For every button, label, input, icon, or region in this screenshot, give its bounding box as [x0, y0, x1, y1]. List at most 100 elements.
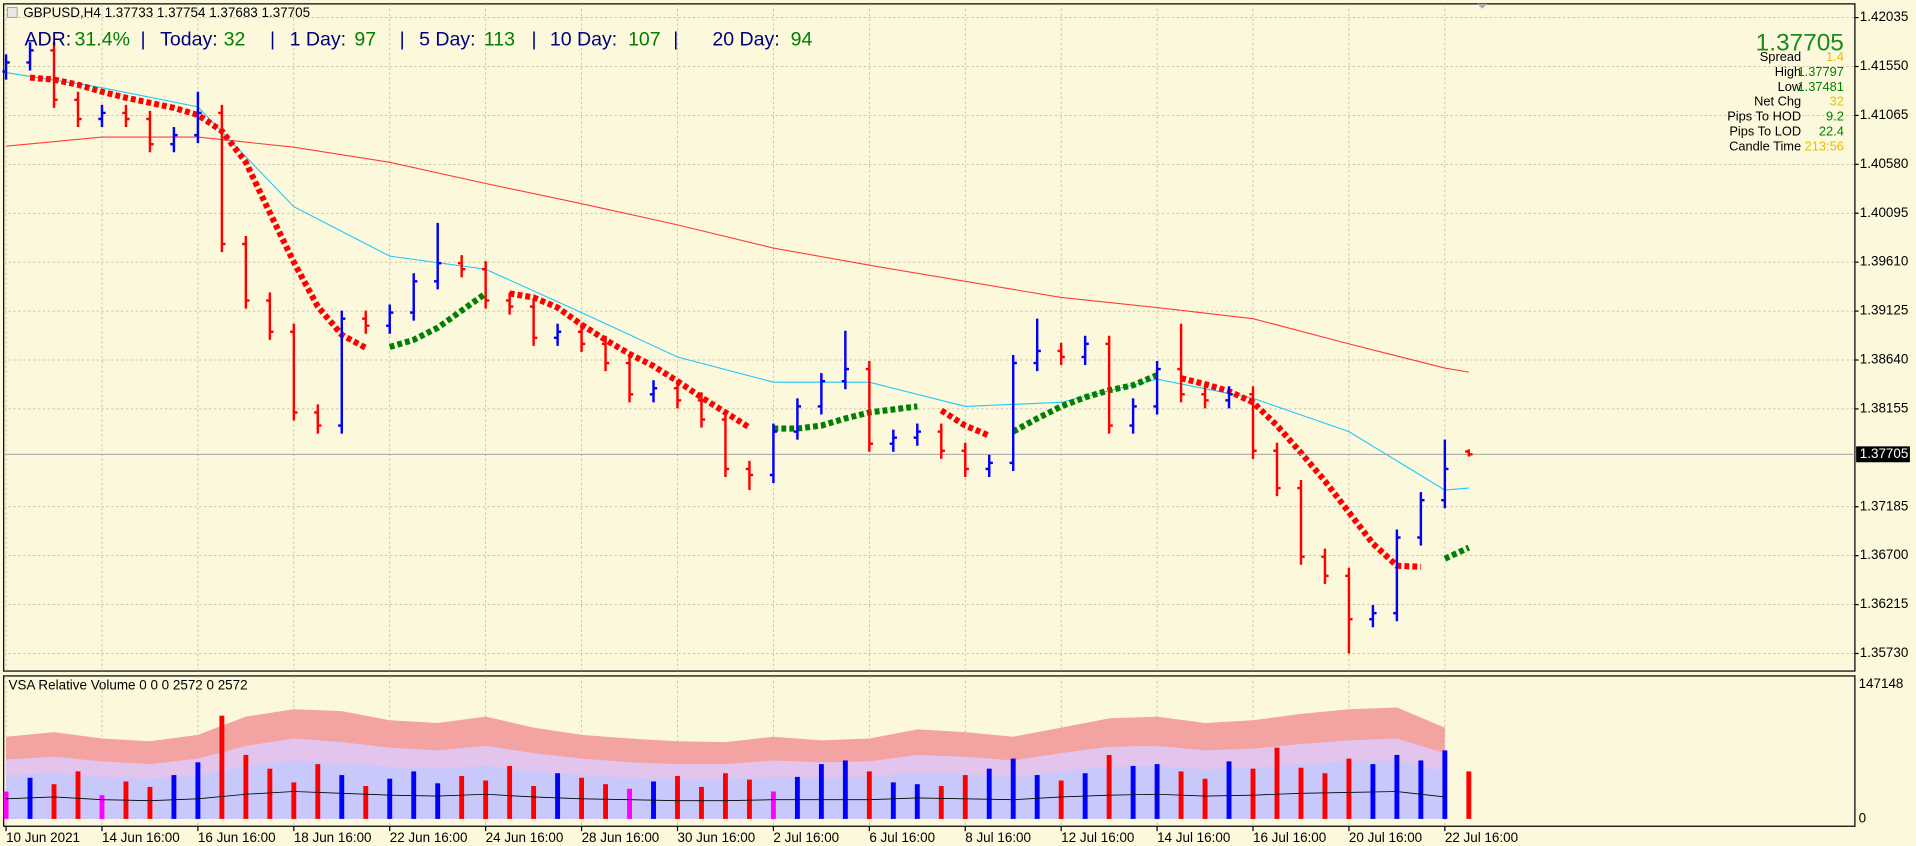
- volume-bar: [531, 786, 537, 819]
- x-tick-label: 18 Jun 16:00: [294, 830, 372, 845]
- x-tick-label: 12 Jul 16:00: [1061, 830, 1134, 845]
- info-value: 22.4: [1819, 124, 1844, 139]
- volume-bar: [411, 771, 417, 819]
- adr-label: Today:: [160, 29, 218, 51]
- y-tick-label: 1.35730: [1860, 645, 1909, 660]
- volume-bar: [435, 783, 441, 819]
- adr-separator: |: [270, 29, 275, 51]
- volume-bar: [1442, 750, 1448, 819]
- adr-separator: |: [673, 29, 678, 51]
- x-tick-label: 16 Jul 16:00: [1253, 830, 1326, 845]
- volume-bar: [1250, 768, 1256, 819]
- volume-bar: [1226, 761, 1232, 819]
- y-tick-label: 1.41550: [1860, 58, 1909, 73]
- volume-bar: [938, 786, 944, 819]
- adr-value: 94: [791, 29, 813, 51]
- volume-panel: [3, 675, 1856, 827]
- y-tick-label: 1.36215: [1860, 596, 1909, 611]
- volume-bar: [770, 791, 776, 819]
- moving-average: [5, 72, 1469, 491]
- x-tick-label: 24 Jun 16:00: [486, 830, 564, 845]
- info-value: 32: [1830, 94, 1844, 109]
- y-tick-label: 0: [1859, 810, 1866, 825]
- volume-bar: [818, 764, 824, 819]
- info-value: 213:56: [1805, 138, 1844, 153]
- volume-bar: [147, 786, 153, 819]
- info-label: Low: [1778, 79, 1802, 94]
- info-label: Pips To LOD: [1729, 124, 1801, 139]
- info-label: High: [1775, 64, 1801, 79]
- moving-average: [6, 136, 1469, 373]
- volume-bar: [483, 780, 489, 819]
- x-tick-label: 2 Jul 16:00: [773, 830, 839, 845]
- info-value: 1.37481: [1798, 79, 1844, 94]
- adr-value: 113: [484, 29, 515, 51]
- adr-separator: |: [400, 29, 405, 51]
- volume-bar: [1322, 773, 1328, 819]
- x-tick-label: 16 Jun 16:00: [198, 830, 276, 845]
- info-value: 1.4: [1826, 49, 1844, 64]
- volume-bar: [507, 765, 513, 819]
- info-label: Spread: [1760, 49, 1801, 64]
- y-tick-label: 1.39125: [1860, 303, 1909, 318]
- x-tick-label: 10 Jun 2021: [6, 830, 80, 845]
- adr-label: 20 Day:: [712, 29, 779, 51]
- y-tick-label: 1.42035: [1860, 9, 1909, 24]
- x-tick-label: 22 Jun 16:00: [390, 830, 468, 845]
- x-tick-label: 6 Jul 16:00: [869, 830, 935, 845]
- volume-bar: [363, 786, 369, 819]
- plot-layer: 1.42035 1.41550 1.41065 1.40580 1.40095 1.396…: [2, 3, 1910, 845]
- y-tick-label: 1.38155: [1860, 400, 1909, 415]
- volume-bar: [723, 773, 728, 819]
- adr-label: 5 Day:: [419, 29, 476, 51]
- volume-bar: [219, 715, 225, 819]
- info-value: 1.37797: [1798, 64, 1844, 79]
- volume-bar: [387, 778, 393, 819]
- volume-bar: [1370, 764, 1376, 819]
- volume-bar: [3, 791, 9, 819]
- y-tick-label: 1.41065: [1860, 107, 1909, 122]
- volume-bar: [794, 776, 800, 819]
- volume-bar: [842, 760, 848, 819]
- y-tick-label: 1.36700: [1860, 547, 1909, 562]
- adr-label: 10 Day:: [550, 29, 617, 51]
- shift-marker: [1477, 3, 1488, 9]
- volume-bar: [675, 775, 680, 819]
- volume-bar: [1106, 754, 1112, 819]
- volume-bar: [699, 786, 704, 819]
- volume-bar: [1010, 758, 1016, 819]
- volume-bar: [555, 773, 561, 819]
- info-label: Pips To HOD: [1727, 109, 1801, 124]
- volume-bar: [459, 775, 465, 819]
- volume-bar: [627, 788, 632, 819]
- volume-bar: [291, 782, 297, 819]
- y-tick-label: 1.38640: [1860, 352, 1909, 367]
- volume-bar: [171, 775, 177, 819]
- x-tick-label: 14 Jun 16:00: [102, 830, 180, 845]
- volume-bar: [27, 777, 33, 819]
- adr-separator: |: [532, 29, 537, 51]
- trend-dots: [29, 74, 1421, 570]
- adr-value: 97: [354, 29, 376, 51]
- volume-bar: [195, 762, 201, 819]
- adr-value: 107: [628, 29, 661, 51]
- x-tick-label: 22 Jul 16:00: [1445, 830, 1518, 845]
- y-tick-label: 1.40580: [1860, 156, 1909, 171]
- info-price: 1.37705: [1756, 30, 1844, 57]
- adr-separator: |: [141, 29, 146, 51]
- x-tick-label: 14 Jul 16:00: [1157, 830, 1230, 845]
- volume-bar: [1058, 780, 1064, 819]
- volume-average: [6, 791, 1445, 802]
- trend-dots: [388, 290, 1471, 562]
- y-tick-label: 147148: [1859, 676, 1904, 691]
- adr-label: 1 Day:: [290, 29, 347, 51]
- volume-bar: [99, 795, 105, 819]
- volume-bar: [1130, 765, 1136, 819]
- volume-bar: [1274, 747, 1280, 819]
- price-marker-box: [1856, 446, 1910, 463]
- chart-title: GBPUSD,H4 1.37733 1.37754 1.37683 1.3770…: [23, 5, 310, 20]
- volume-bar: [315, 764, 321, 819]
